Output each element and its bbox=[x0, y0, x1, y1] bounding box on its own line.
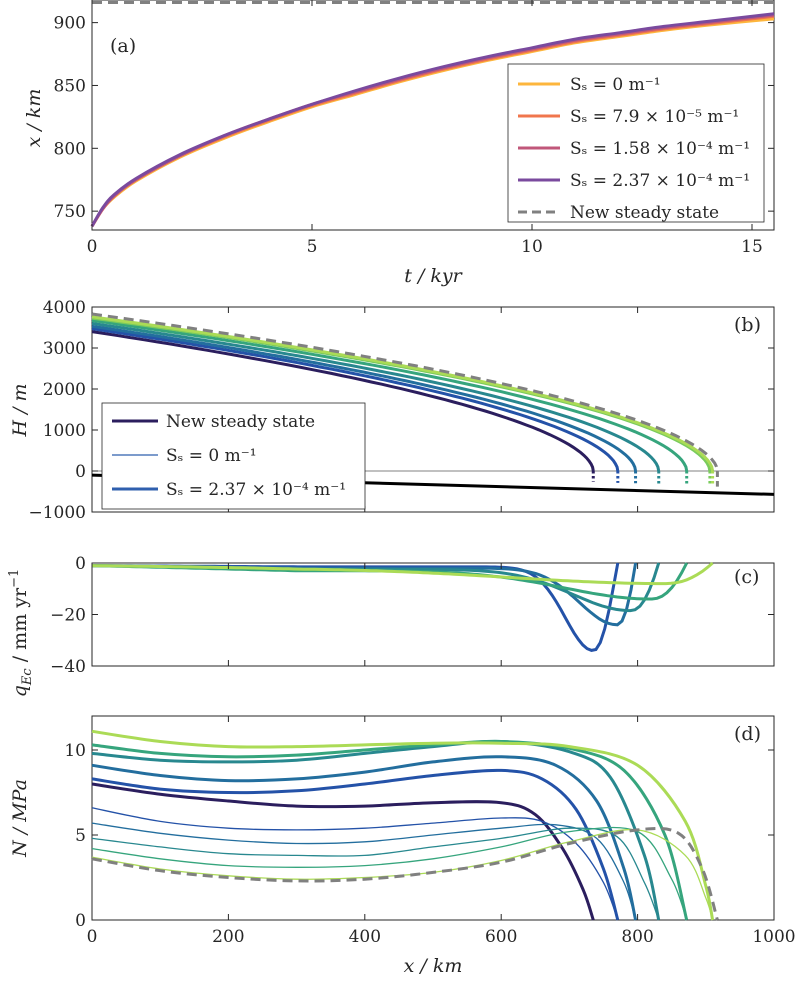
panel-b-surface-3 bbox=[91, 321, 661, 472]
panel-a-plot-area bbox=[90, 1, 775, 227]
panel-c-ylabel: qEc / mm yr−1 bbox=[7, 569, 35, 698]
panel-b-ytick-label-3000: 3000 bbox=[43, 339, 86, 359]
panel-a-ytick-label-800: 800 bbox=[54, 139, 86, 159]
panel-a-xlabel: t / kyr bbox=[404, 265, 463, 287]
panel-b: −1000 0 1000 2000 3000 4000 (b) H / m New ste… bbox=[9, 298, 775, 523]
panel-d-series-0 bbox=[91, 782, 595, 921]
panel-c-ylabel-exp: −1 bbox=[7, 569, 22, 588]
panel-c-axes-box bbox=[91, 562, 775, 667]
panel-d-series-9 bbox=[91, 826, 688, 921]
panel-c-label: (c) bbox=[734, 566, 759, 588]
panel-a-xtick-label-5: 5 bbox=[307, 237, 318, 257]
panel-c-ylabel-units: / mm yr bbox=[9, 587, 31, 668]
panel-d-xtick-label-0: 0 bbox=[87, 927, 98, 947]
panel-d-series-11 bbox=[91, 827, 719, 921]
panel-c-ytick-label-0: 0 bbox=[75, 554, 86, 574]
panel-b-surface-0 bbox=[91, 330, 595, 472]
panel-b-surface-1 bbox=[91, 327, 620, 472]
panel-d-series-3 bbox=[91, 739, 661, 921]
panel-c-ticks: −40 −20 0 bbox=[50, 554, 775, 677]
panel-d-xlabel: x / km bbox=[404, 955, 463, 977]
panel-c: −40 −20 0 (c) qEc / mm yr−1 bbox=[7, 554, 775, 698]
panel-a-legend-label-0: Sₛ = 0 m⁻¹ bbox=[570, 75, 661, 95]
panel-a-ylabel: x / km bbox=[23, 89, 45, 148]
panel-b-steady-surface bbox=[91, 312, 719, 472]
panel-d: 0 5 10 0 200 400 600 800 1000 (d) x / km N / MPa bbox=[9, 715, 796, 977]
panel-d-xtick-label-800: 800 bbox=[621, 927, 653, 947]
panel-a-label: (a) bbox=[110, 35, 136, 57]
panel-b-legend: New steady state Sₛ = 0 m⁻¹ Sₛ = 2.37 × 10… bbox=[101, 402, 366, 510]
panel-a-legend-label-4: New steady state bbox=[570, 203, 719, 223]
panel-b-legend-label-1: Sₛ = 0 m⁻¹ bbox=[166, 446, 257, 466]
panel-c-ytick-label--20: −20 bbox=[50, 606, 86, 626]
panel-a: 750 800 850 900 0 5 10 15 (a) t / kyr x / km Sₛ… bbox=[23, 0, 775, 287]
panel-d-series-10 bbox=[91, 828, 714, 921]
panel-b-legend-label-2: Sₛ = 2.37 × 10⁻⁴ m⁻¹ bbox=[166, 480, 346, 500]
panel-d-series-5 bbox=[91, 729, 715, 921]
panel-d-series-8 bbox=[91, 827, 660, 921]
panel-d-ytick-label-0: 0 bbox=[75, 911, 86, 931]
panel-d-label: (d) bbox=[734, 723, 761, 745]
panel-b-ytick-label-0: 0 bbox=[75, 462, 86, 482]
panel-d-xtick-label-400: 400 bbox=[349, 927, 381, 947]
panel-a-legend-label-1: Sₛ = 7.9 × 10⁻⁵ m⁻¹ bbox=[570, 107, 739, 127]
panel-d-plot-area bbox=[91, 729, 719, 921]
panel-d-xtick-label-1000: 1000 bbox=[752, 927, 795, 947]
panel-b-plot-area bbox=[91, 312, 775, 496]
panel-b-ticks: −1000 0 1000 2000 3000 4000 bbox=[28, 298, 775, 523]
panel-d-ytick-label-10: 10 bbox=[64, 741, 86, 761]
panel-a-xtick-label-10: 10 bbox=[521, 237, 543, 257]
panel-d-ytick-label-5: 5 bbox=[75, 826, 86, 846]
panel-a-xtick-label-0: 0 bbox=[87, 237, 98, 257]
panel-d-series-1 bbox=[91, 768, 620, 921]
panel-a-ytick-label-900: 900 bbox=[54, 14, 86, 34]
panel-d-series-6 bbox=[91, 807, 619, 921]
panel-b-legend-label-0: New steady state bbox=[166, 412, 315, 432]
panel-b-ytick-label-2000: 2000 bbox=[43, 380, 86, 400]
panel-b-ytick-label--1000: −1000 bbox=[28, 503, 86, 523]
panel-d-axes-box bbox=[91, 715, 775, 921]
panel-b-surface-2 bbox=[91, 324, 638, 472]
panel-a-legend: Sₛ = 0 m⁻¹ Sₛ = 7.9 × 10⁻⁵ m⁻¹ Sₛ = 1.58 ×… bbox=[507, 63, 765, 223]
panel-a-series-3 bbox=[90, 12, 775, 227]
panel-b-surface-4 bbox=[91, 319, 689, 472]
panel-a-ytick-label-850: 850 bbox=[54, 76, 86, 96]
panel-b-ytick-label-1000: 1000 bbox=[43, 421, 86, 441]
panel-c-plot-area bbox=[91, 561, 714, 652]
panel-a-axes-box bbox=[91, 0, 775, 231]
panel-d-series-2 bbox=[91, 755, 638, 921]
panel-b-ylabel: H / m bbox=[9, 383, 31, 437]
panel-d-xtick-label-200: 200 bbox=[212, 927, 244, 947]
panel-d-ticks: 0 5 10 0 200 400 600 800 1000 bbox=[64, 716, 796, 947]
panel-a-ticks: 750 800 850 900 0 5 10 15 bbox=[54, 0, 774, 257]
panel-a-legend-label-3: Sₛ = 2.37 × 10⁻⁴ m⁻¹ bbox=[570, 171, 750, 191]
panel-c-series-4 bbox=[91, 561, 714, 586]
panel-a-legend-label-2: Sₛ = 1.58 × 10⁻⁴ m⁻¹ bbox=[570, 139, 750, 159]
panel-d-series-4 bbox=[91, 739, 689, 921]
panel-b-surface-6 bbox=[91, 315, 715, 472]
panel-a-ytick-label-750: 750 bbox=[54, 202, 86, 222]
panel-a-xtick-label-15: 15 bbox=[741, 237, 763, 257]
panel-b-ytick-label-4000: 4000 bbox=[43, 298, 86, 318]
panel-b-axes-box bbox=[91, 306, 775, 513]
panel-c-ylabel-sub: Ec bbox=[20, 668, 35, 686]
panel-a-legend-box bbox=[507, 63, 765, 223]
panel-d-ylabel: N / MPa bbox=[9, 779, 31, 858]
panel-c-ylabel-q: q bbox=[9, 685, 31, 697]
panel-b-label: (b) bbox=[734, 314, 761, 336]
panel-c-ytick-label--40: −40 bbox=[50, 657, 86, 677]
panel-d-series-7 bbox=[91, 822, 637, 921]
panel-d-xtick-label-600: 600 bbox=[485, 927, 517, 947]
